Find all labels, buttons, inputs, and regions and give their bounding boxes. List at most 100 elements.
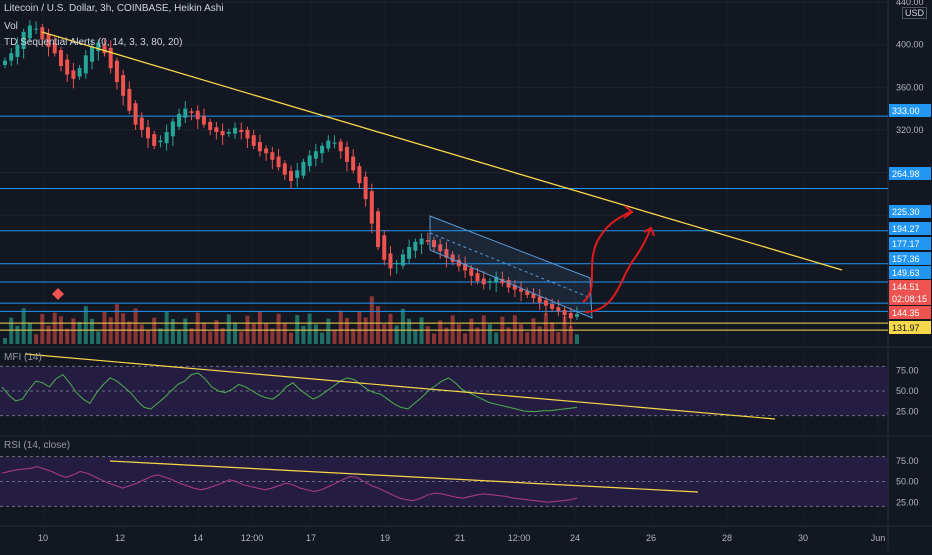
volume-bar [189,328,194,344]
volume-bar [127,321,132,344]
candle-body [282,163,287,175]
volume-bar [170,319,175,344]
mfi-y-tick: 75.00 [896,366,919,376]
currency-badge[interactable]: USD [902,7,928,19]
y-tick-label: 400.00 [896,40,924,50]
volume-bar [158,328,163,344]
volume-bar [208,331,213,344]
x-tick-label: 28 [722,533,732,543]
volume-bar [139,324,144,344]
candle-body [170,121,175,137]
candle-body [71,70,76,79]
candle-body [245,129,250,139]
candle-body [562,309,567,316]
price-label-text: 177.17 [892,239,920,249]
volume-bar [419,317,424,344]
candle-body [102,44,107,54]
x-tick-label: 12:00 [508,533,531,543]
volume-bar [3,338,7,344]
x-tick-label: 12 [115,533,125,543]
volume-bar [388,313,393,344]
price-label-badge [889,104,931,117]
x-tick-label: 17 [306,533,316,543]
volume-bar [326,318,331,344]
volume-bar [537,326,542,344]
candle-body [568,313,573,319]
forecast-arrow-head [623,205,634,219]
candle-body [251,135,256,146]
volume-bar [456,324,461,344]
price-label-badge [889,222,931,235]
volume-bar [282,322,287,344]
mfi-trendline [24,353,776,420]
forecast-arrow-path [584,229,651,313]
volume-bar [121,313,126,344]
candle-body [450,254,455,262]
candle-body [407,247,412,259]
candle-body [58,50,63,67]
volume-bar [494,332,499,344]
candle-body [456,259,461,267]
rsi-y-tick: 50.00 [896,477,919,487]
volume-bar [34,334,39,344]
price-label-text: 149.63 [892,268,920,278]
volume-bar [9,317,14,344]
candle-body [388,253,393,269]
volume-bar [357,311,362,344]
candle-body [512,285,517,290]
volume-bar [301,325,306,344]
price-label-text: 194.27 [892,224,920,234]
candle-body [40,27,45,40]
candle-body [127,88,132,111]
price-label-badge [889,266,931,279]
volume-bar [568,326,573,344]
diamond-marker [52,288,64,300]
candle-body [487,281,492,283]
volume-bar [313,324,318,344]
candle-body [289,170,293,182]
volume-bar [369,296,374,344]
volume-bar [77,322,82,344]
candle-body [133,103,138,125]
volume-bar [270,328,275,344]
x-tick-label: 21 [455,533,465,543]
volume-bar [307,313,312,344]
volume-bar [257,311,262,344]
volume-bar [195,312,200,344]
volume-bar [289,332,293,344]
volume-bar [83,306,88,344]
candle-body [419,238,424,245]
candle-body [301,161,306,176]
volume-bar [233,322,238,344]
volume-bar [177,330,182,344]
volume-bar [226,314,231,344]
volume-bar [183,318,188,344]
rsi-y-tick: 75.00 [896,456,919,466]
volume-bar [575,334,579,344]
volume-bar [400,308,405,344]
candle-body [320,145,325,154]
candle-body [425,240,430,242]
price-label-text: 333.00 [892,106,920,116]
volume-bar [332,330,337,344]
price-label-badge [889,205,931,218]
candle-body [152,134,157,146]
candle-body [543,300,548,306]
candle-body [183,108,188,118]
x-tick-label: Jun [871,533,886,543]
volume-bar [382,324,387,344]
price-label-text: 157.36 [892,254,920,264]
candle-body [226,132,231,134]
candle-body [264,148,269,154]
candle-body [121,75,126,96]
volume-bar [295,315,300,344]
volume-bar [344,318,349,344]
candle-body [189,111,194,113]
candle-body [15,44,20,57]
volume-bar [425,326,430,344]
candle-body [394,263,399,265]
candle-body [363,176,368,200]
mfi-y-tick: 25.00 [896,407,919,417]
